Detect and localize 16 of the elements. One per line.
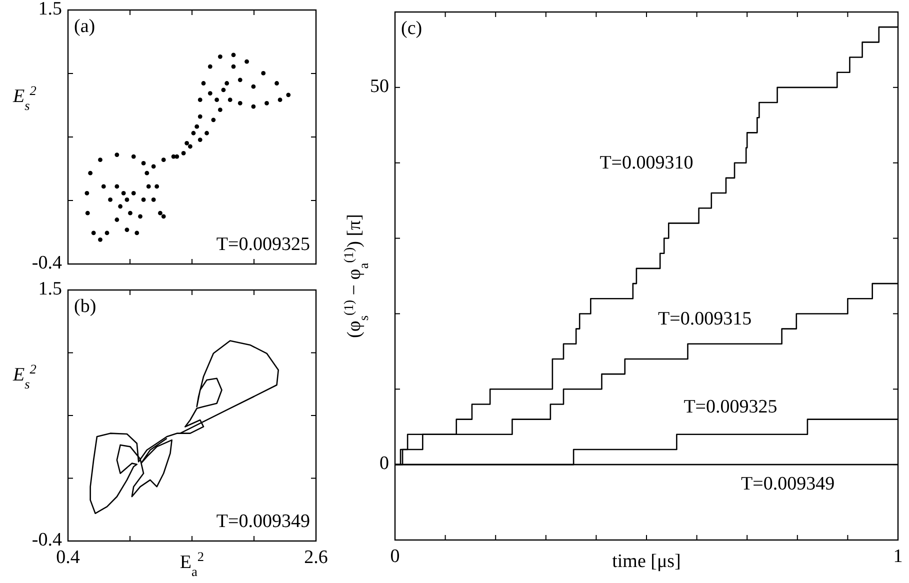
y-tick-label: 1.5 xyxy=(38,278,62,300)
y-tick-label: 1.5 xyxy=(38,0,62,20)
annotation: (c) xyxy=(401,18,422,39)
annotation: (a) xyxy=(74,16,96,37)
y-tick-label: -0.4 xyxy=(32,252,62,274)
x-tick-label: 1 xyxy=(893,546,903,567)
y-tick-label: 50 xyxy=(370,76,389,97)
x-tick-label: 2.6 xyxy=(304,547,328,568)
annotation: T=0.009349 xyxy=(216,511,310,532)
annotation: (b) xyxy=(74,296,96,317)
series-label: T=0.009315 xyxy=(658,308,752,330)
annotation: T=0.009325 xyxy=(216,234,310,255)
x-axis-title: time [μs] xyxy=(612,551,681,572)
series-label: T=0.009310 xyxy=(600,152,694,174)
series-label: T=0.009325 xyxy=(684,396,778,418)
series-label: T=0.009349 xyxy=(741,473,835,494)
